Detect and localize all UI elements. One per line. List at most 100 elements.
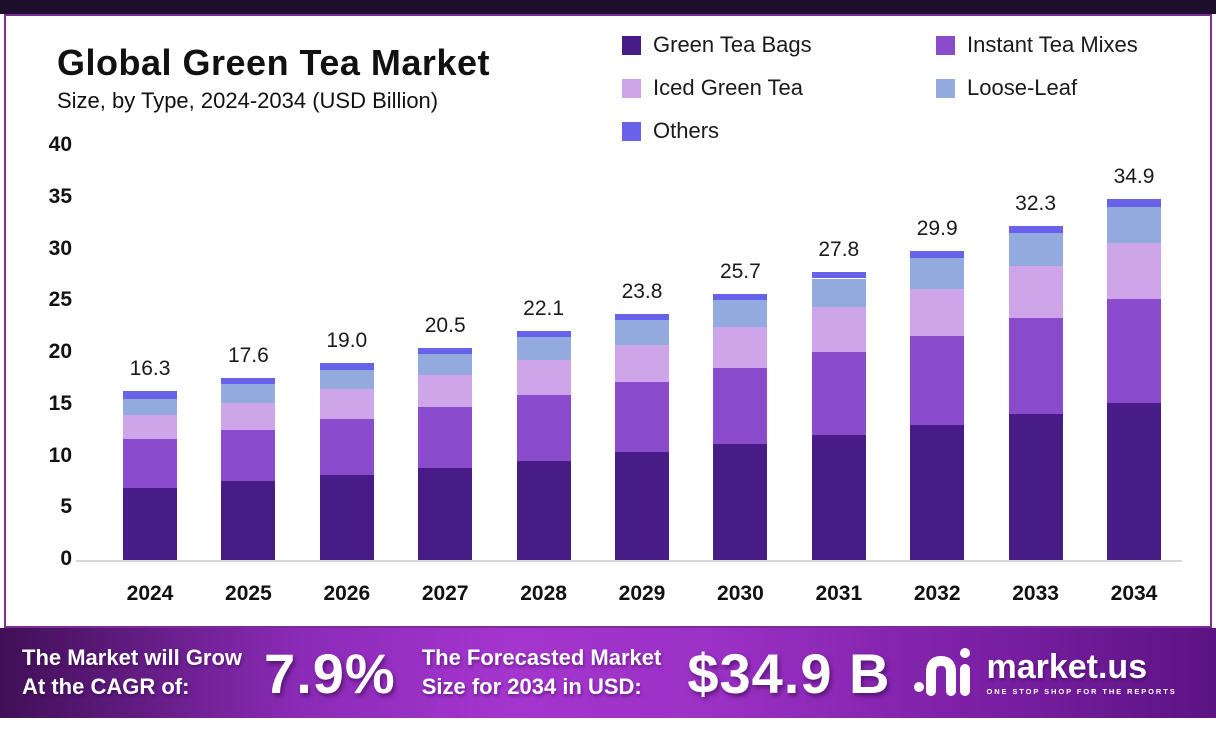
chart-legend: Green Tea Bags Instant Tea Mixes Iced Gree… [622, 32, 1138, 144]
bar-segment-2034-instant-tea-mixes [1107, 299, 1161, 403]
legend-item-green-tea-bags: Green Tea Bags [622, 32, 936, 58]
brand-name: market.us [986, 648, 1148, 686]
bar-segment-2027-iced-green-tea [418, 374, 473, 407]
x-axis-tick-2033: 2033 [1012, 582, 1059, 605]
title-block: Global Green Tea Market Size, by Type, 2… [57, 42, 490, 114]
bar-segment-2025-others [221, 377, 276, 385]
bar-segment-2027-loose-leaf [418, 354, 473, 375]
bar-segment-2034-loose-leaf [1107, 207, 1161, 244]
bar-segment-2029-others [615, 313, 669, 320]
legend-swatch [622, 121, 641, 141]
y-axis-tick-0: 0 [60, 547, 72, 570]
bar-total-label-2033: 32.3 [1015, 191, 1057, 215]
bar-segment-2024-iced-green-tea [123, 415, 177, 439]
bar-segment-2032-others [910, 250, 965, 258]
bar-total-label-2026: 19.0 [326, 329, 368, 353]
brand-text: market.us ONE STOP SHOP FOR THE REPORTS [986, 650, 1176, 696]
bar-segment-2030-iced-green-tea [713, 327, 768, 368]
chart-subtitle: Size, by Type, 2024-2034 (USD Billion) [57, 88, 439, 113]
forecast-value: $34.9 B [687, 641, 891, 705]
bar-total-label-2034: 34.9 [1113, 164, 1155, 188]
bar-segment-2034-green-tea-bags [1107, 402, 1161, 560]
bar-segment-2027-green-tea-bags [418, 467, 473, 560]
y-axis-tick-20: 20 [48, 340, 72, 363]
legend-swatch [622, 78, 641, 98]
x-axis-tick-2031: 2031 [815, 582, 863, 605]
bar-segment-2030-loose-leaf [713, 300, 768, 328]
bar-segment-2029-loose-leaf [615, 319, 669, 345]
x-axis-tick-2025: 2025 [225, 582, 272, 605]
cagr-value: 7.9% [264, 641, 396, 705]
bar-segment-2032-iced-green-tea [910, 288, 965, 337]
bar-segment-2032-loose-leaf [910, 257, 965, 289]
x-axis-tick-2029: 2029 [618, 582, 666, 605]
chart-card: Global Green Tea Market Size, by Type, 2… [4, 14, 1212, 628]
x-axis-tick-2030: 2030 [717, 582, 764, 605]
bar-segment-2029-instant-tea-mixes [615, 382, 669, 453]
bar-total-label-2024: 16.3 [129, 357, 171, 381]
cagr-label: The Market will Grow At the CAGR of: [22, 644, 242, 701]
bar-segment-2027-others [418, 347, 473, 355]
legend-swatch [622, 35, 641, 55]
bar-segment-2029-iced-green-tea [615, 344, 669, 382]
bar-segment-2026-iced-green-tea [319, 389, 374, 420]
top-frame-strip [0, 0, 1216, 14]
legend-item-iced-green-tea: Iced Green Tea [622, 75, 936, 101]
legend-swatch [936, 78, 955, 98]
bar-segment-2025-iced-green-tea [221, 402, 276, 430]
bar-segment-2028-loose-leaf [516, 337, 571, 361]
bar-segment-2030-instant-tea-mixes [713, 367, 768, 445]
bar-total-label-2028: 22.1 [523, 297, 565, 321]
bar-total-label-2031: 27.8 [818, 238, 860, 262]
bar-segment-2033-instant-tea-mixes [1008, 317, 1063, 415]
bar-segment-2024-others [123, 391, 177, 399]
y-axis-tick-30: 30 [48, 236, 72, 260]
y-axis-tick-10: 10 [48, 443, 72, 467]
legend-item-others: Others [622, 118, 936, 144]
bar-segment-2031-green-tea-bags [811, 434, 866, 560]
bar-segment-2033-iced-green-tea [1008, 266, 1063, 318]
market-us-logo-icon [914, 648, 971, 696]
bar-segment-2032-green-tea-bags [910, 425, 965, 560]
bar-total-label-2029: 23.8 [621, 279, 663, 303]
y-axis-tick-25: 25 [48, 288, 72, 312]
bar-segment-2033-others [1008, 225, 1063, 233]
y-axis-tick-5: 5 [60, 495, 72, 519]
legend-label: Instant Tea Mixes [967, 32, 1138, 57]
brand-tagline: ONE STOP SHOP FOR THE REPORTS [986, 687, 1177, 696]
bar-segment-2031-instant-tea-mixes [811, 351, 866, 435]
bar-segment-2031-iced-green-tea [811, 307, 866, 352]
bar-segment-2033-loose-leaf [1008, 232, 1063, 267]
legend-label: Loose-Leaf [967, 75, 1078, 100]
forecast-label-line2: Size for 2034 in USD: [421, 674, 642, 699]
y-axis-tick-15: 15 [48, 391, 72, 415]
bar-segment-2030-green-tea-bags [713, 444, 768, 560]
x-axis-tick-2032: 2032 [913, 582, 961, 605]
bar-total-label-2030: 25.7 [719, 260, 761, 284]
bottom-frame-strip [0, 718, 1216, 737]
legend-label: Green Tea Bags [653, 32, 812, 57]
bar-segment-2026-instant-tea-mixes [319, 419, 374, 476]
x-axis-baseline [76, 560, 1182, 562]
cagr-label-line1: The Market will Grow [22, 645, 243, 671]
y-axis-tick-35: 35 [48, 184, 72, 208]
legend-item-loose-leaf: Loose-Leaf [936, 75, 1138, 101]
bar-segment-2025-loose-leaf [221, 384, 276, 403]
bar-segment-2034-others [1107, 198, 1161, 208]
bar-segment-2033-green-tea-bags [1008, 414, 1063, 560]
bar-segment-2031-loose-leaf [811, 278, 866, 308]
bar-segment-2028-iced-green-tea [516, 360, 571, 396]
bar-segment-2031-others [811, 272, 866, 279]
bar-segment-2026-green-tea-bags [319, 475, 374, 560]
legend-label: Others [653, 118, 720, 143]
bar-segment-2025-instant-tea-mixes [221, 429, 276, 482]
bar-segment-2024-green-tea-bags [123, 487, 177, 560]
bar-segment-2026-loose-leaf [319, 369, 374, 390]
y-axis-tick-40: 40 [48, 133, 72, 156]
x-axis-tick-2027: 2027 [421, 582, 469, 605]
cagr-label-line2: At the CAGR of: [22, 674, 190, 699]
bar-segment-2027-instant-tea-mixes [418, 406, 473, 468]
x-axis-tick-2028: 2028 [520, 582, 567, 605]
legend-swatch [936, 35, 955, 55]
bar-segment-2024-loose-leaf [123, 398, 177, 416]
